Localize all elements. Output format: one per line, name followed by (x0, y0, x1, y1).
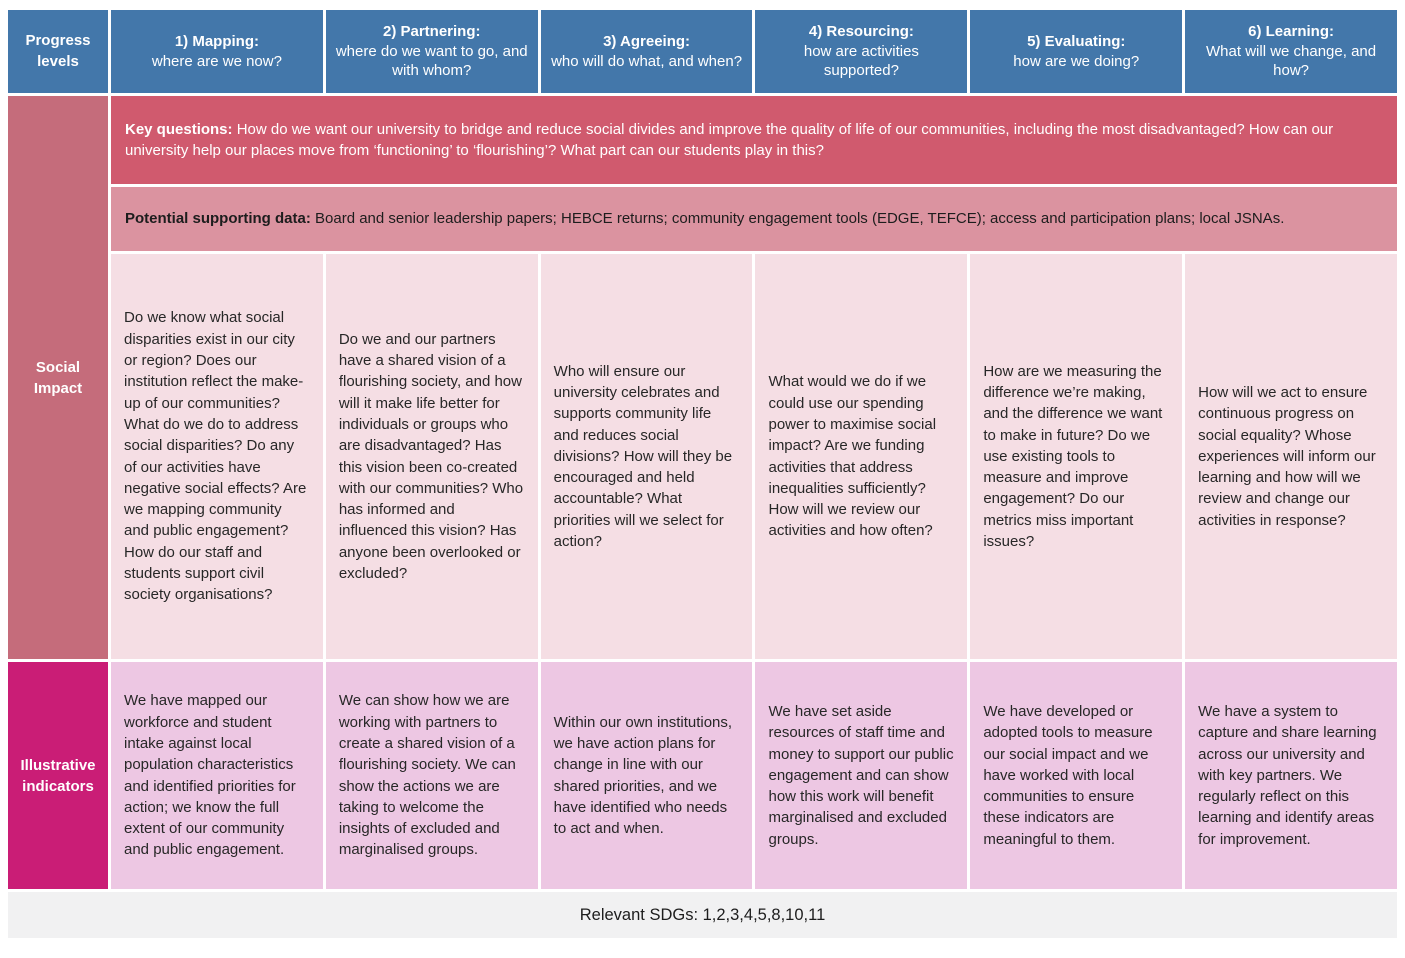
column-header-agreeing: 3) Agreeing: who will do what, and when? (540, 10, 753, 93)
column-header-resourcing: 4) Resourcing: how are activities suppor… (755, 10, 968, 93)
indicator-cell-resourcing: We have set aside resources of staff tim… (755, 662, 968, 889)
question-cell-evaluating: How are we measuring the difference we’r… (970, 254, 1183, 659)
indicator-text: Within our own institutions, we have act… (553, 713, 733, 838)
question-text: How are we measuring the difference we’r… (983, 362, 1163, 551)
supporting-data-body: Board and senior leadership papers; HEBC… (310, 210, 1285, 228)
column-header-mapping: 1) Mapping: where are we now? (111, 10, 323, 93)
column-title: 5) Evaluating: (1027, 32, 1126, 50)
column-header-partnering: 2) Partnering: where do we want to go, a… (325, 10, 538, 93)
theme-label-social-impact: Social Impact (8, 96, 108, 659)
indicators-label: Illustrative indicators (8, 662, 108, 889)
key-questions-text: Key questions: How do we want our univer… (125, 119, 1383, 162)
key-questions-label: Key questions: (125, 120, 233, 138)
key-questions-row: Key questions: How do we want our univer… (111, 96, 1397, 184)
indicator-cell-mapping: We have mapped our workforce and student… (111, 662, 323, 889)
column-title: 1) Mapping: (174, 32, 259, 50)
key-questions-body: How do we want our university to bridge … (125, 120, 1334, 159)
indicator-cell-learning: We have a system to capture and share le… (1185, 662, 1397, 889)
column-subtitle: where are we now? (151, 52, 282, 70)
supporting-data-label: Potential supporting data: (125, 210, 311, 228)
indicator-text: We have a system to capture and share le… (1198, 702, 1377, 848)
progress-levels-header: Progress levels (8, 10, 108, 93)
column-title: 3) Agreeing: (603, 32, 691, 50)
column-title: 4) Resourcing: (808, 22, 914, 40)
column-subtitle: who will do what, and when? (551, 52, 743, 70)
indicator-text: We have set aside resources of staff tim… (768, 702, 954, 848)
column-subtitle: What will we change, and how? (1206, 42, 1377, 80)
supporting-data-row: Potential supporting data: Board and sen… (111, 187, 1397, 251)
progress-matrix-table: Progress levels 1) Mapping: where are we… (8, 10, 1397, 938)
question-text: Who will ensure our university celebrate… (553, 362, 733, 551)
relevant-sdgs-bar: Relevant SDGs: 1,2,3,4,5,8,10,11 (8, 892, 1397, 938)
question-text: Do we know what social disparities exist… (124, 309, 307, 604)
column-subtitle: how are we doing? (1013, 52, 1140, 70)
question-cell-resourcing: What would we do if we could use our spe… (755, 254, 968, 659)
column-title: 2) Partnering: (382, 22, 481, 40)
indicator-cell-partnering: We can show how we are working with part… (325, 662, 538, 889)
question-text: How will we act to ensure continuous pro… (1198, 383, 1376, 529)
column-title: 6) Learning: (1248, 22, 1334, 40)
indicator-text: We have mapped our workforce and student… (124, 692, 296, 859)
question-cell-partnering: Do we and our partners have a shared vis… (325, 254, 538, 659)
supporting-data-text: Potential supporting data: Board and sen… (125, 208, 1284, 229)
question-cell-agreeing: Who will ensure our university celebrate… (540, 254, 753, 659)
question-cell-learning: How will we act to ensure continuous pro… (1185, 254, 1397, 659)
column-subtitle: how are activities supported? (803, 42, 919, 80)
column-header-evaluating: 5) Evaluating: how are we doing? (970, 10, 1183, 93)
indicator-cell-evaluating: We have developed or adopted tools to me… (970, 662, 1183, 889)
column-header-learning: 6) Learning: What will we change, and ho… (1185, 10, 1397, 93)
indicator-text: We can show how we are working with part… (338, 692, 516, 859)
column-subtitle: where do we want to go, and with whom? (335, 42, 528, 80)
indicator-text: We have developed or adopted tools to me… (983, 702, 1153, 848)
question-text: Do we and our partners have a shared vis… (338, 330, 524, 582)
indicator-cell-agreeing: Within our own institutions, we have act… (540, 662, 753, 889)
question-cell-mapping: Do we know what social disparities exist… (111, 254, 323, 659)
question-text: What would we do if we could use our spe… (768, 373, 937, 540)
